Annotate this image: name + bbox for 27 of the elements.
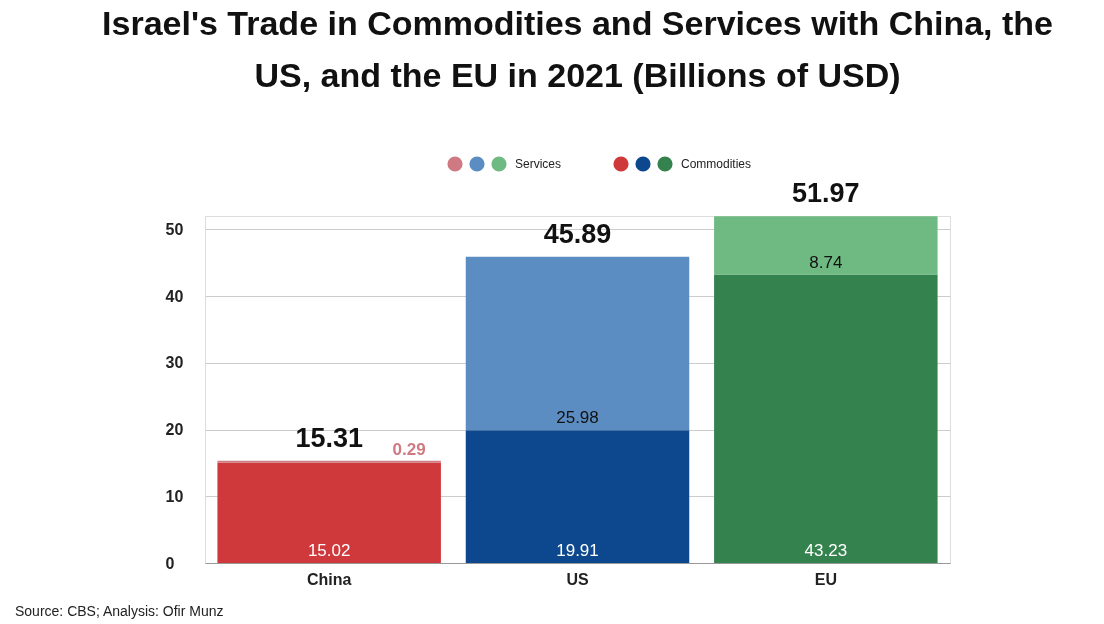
bar [714,274,938,563]
data-label: 8.74 [809,252,843,272]
data-label: 19.91 [556,541,599,560]
legend-label: Services [515,157,562,171]
total-label: 45.89 [543,218,612,249]
bar [217,462,441,563]
y-tick-label: 0 [165,554,175,572]
y-tick-label: 20 [165,421,184,439]
total-label: 51.97 [792,178,860,209]
chart-title: Israel's Trade in Commodities and Services with China, the US, and the EU in 2021 (Billions of USD) [102,4,1053,95]
source-note: Source: CBS; Analysis: Ofir Munz [15,603,224,619]
x-tick-label: US [566,570,589,588]
y-tick-label: 10 [165,487,184,505]
total-label: 15.31 [295,422,363,453]
y-tick-label: 30 [165,354,184,372]
bar [465,256,690,431]
data-label: 43.23 [804,541,848,560]
x-tick-label: EU [814,570,837,588]
bar [465,430,690,563]
data-label: 25.98 [556,408,599,428]
bar [714,216,938,275]
y-tick-label: 40 [165,287,184,305]
legend-label: Commodities [681,157,752,171]
y-tick-label: 50 [165,220,184,238]
data-label: 0.29 [392,439,426,459]
x-tick-label: China [306,570,352,588]
data-label: 15.02 [307,541,351,560]
